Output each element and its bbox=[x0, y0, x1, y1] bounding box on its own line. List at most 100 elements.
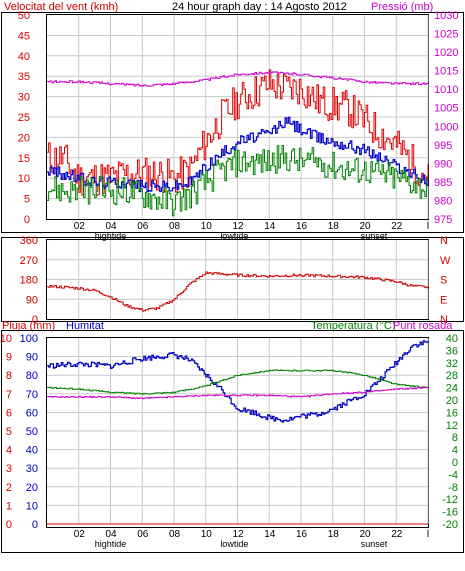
average-series bbox=[47, 116, 429, 193]
compass-label: N bbox=[440, 314, 448, 326]
hour-tick-label: 08 bbox=[169, 221, 181, 232]
temperature-tick-label: 0 bbox=[452, 457, 458, 469]
hour-tick-label: 22 bbox=[391, 221, 403, 232]
direction-tick-label: 0 bbox=[32, 314, 38, 326]
dewpoint-axis-title: Punt rosada bbox=[393, 320, 453, 332]
pressure-tick-label: 980 bbox=[434, 195, 452, 207]
hour-tick-label: 14 bbox=[264, 529, 276, 540]
hour-tick-label: 08 bbox=[169, 529, 181, 540]
temperature-tick-label: 4 bbox=[452, 445, 458, 457]
direction-tick-label: 360 bbox=[20, 235, 38, 247]
humidity-tick-label: 0 bbox=[32, 519, 38, 531]
rain-tick-label: 1 bbox=[6, 500, 12, 512]
panel-1-frame bbox=[1, 12, 464, 233]
gust-series bbox=[47, 69, 429, 196]
rain-tick-label: 0 bbox=[6, 519, 12, 531]
wind-speed-tick-label: 40 bbox=[18, 51, 30, 63]
wind-speed-tick-label: 5 bbox=[24, 194, 30, 206]
humidity-tick-label: 40 bbox=[26, 445, 38, 457]
tide-sun-label: sunset bbox=[361, 231, 388, 241]
panel-3-frame bbox=[1, 330, 464, 553]
hour-tick-label: 22 bbox=[391, 529, 403, 540]
tide-sun-label: hightide bbox=[95, 539, 127, 549]
wind-axis-title: Velocitat del vent (kmh) bbox=[4, 1, 118, 13]
temperature-tick-label: -16 bbox=[442, 507, 458, 519]
direction-tick-label: 270 bbox=[20, 255, 38, 267]
temperature-tick-label: -12 bbox=[442, 494, 458, 506]
temperature-tick-label: 20 bbox=[446, 395, 458, 407]
hour-tick-label: 04 bbox=[106, 529, 118, 540]
rain-tick-label: 7 bbox=[6, 389, 12, 401]
humidity-tick-label: 60 bbox=[26, 407, 38, 419]
pressure-tick-label: 1020 bbox=[434, 47, 458, 59]
pressure-tick-label: 1000 bbox=[434, 121, 458, 133]
wind-speed-tick-label: 20 bbox=[18, 132, 30, 144]
direction-series bbox=[47, 271, 429, 312]
compass-label: N bbox=[440, 235, 448, 247]
tide-sun-label: hightide bbox=[95, 231, 127, 241]
compass-label: W bbox=[440, 255, 451, 267]
panel-2-frame bbox=[1, 237, 464, 322]
wind-speed-tick-label: 30 bbox=[18, 92, 30, 104]
temperature-tick-label: 32 bbox=[446, 358, 458, 370]
hour-tick-label: 14 bbox=[264, 221, 276, 232]
temperature-tick-label: -4 bbox=[448, 469, 458, 481]
hour-tick-label: 10 bbox=[201, 529, 213, 540]
pressure-tick-label: 1030 bbox=[434, 10, 458, 22]
pressure-series bbox=[47, 71, 429, 87]
hour-tick-label: 20 bbox=[360, 221, 372, 232]
temperature-series bbox=[47, 369, 429, 395]
rain-tick-label: 3 bbox=[6, 463, 12, 475]
pressure-tick-label: 1015 bbox=[434, 66, 458, 78]
temperature-tick-label: 8 bbox=[452, 432, 458, 444]
temperature-tick-label: 16 bbox=[446, 407, 458, 419]
pressure-tick-label: 1025 bbox=[434, 29, 458, 41]
hour-tick-label: 12 bbox=[233, 529, 245, 540]
rain-axis-title: Pluja (mm) bbox=[2, 320, 55, 332]
temperature-tick-label: -20 bbox=[442, 519, 458, 531]
hour-tick-label: 02 bbox=[74, 529, 86, 540]
rain-tick-label: 2 bbox=[6, 482, 12, 494]
direction-tick-label: 90 bbox=[26, 294, 38, 306]
direction-tick-label: 180 bbox=[20, 275, 38, 287]
humidity-tick-label: 70 bbox=[26, 389, 38, 401]
rain-tick-label: 10 bbox=[0, 333, 12, 345]
wind-speed-tick-label: 10 bbox=[18, 173, 30, 185]
hour-tick-label: 10 bbox=[201, 221, 213, 232]
wind-speed-tick-label: 0 bbox=[24, 214, 30, 226]
humidity-tick-label: 50 bbox=[26, 426, 38, 438]
tide-sun-label: lowtide bbox=[220, 539, 248, 549]
rain-tick-label: 5 bbox=[6, 426, 12, 438]
humidity-axis-title: Humitat bbox=[66, 320, 104, 332]
pressure-tick-label: 1005 bbox=[434, 103, 458, 115]
rain-tick-label: 6 bbox=[6, 407, 12, 419]
chart-title: 24 hour graph day : 14 Agosto 2012 bbox=[172, 1, 347, 13]
hour-tick-label: 12 bbox=[233, 221, 245, 232]
tide-sun-label: lowtide bbox=[220, 231, 248, 241]
wind-speed-tick-label: 50 bbox=[18, 10, 30, 22]
rain-tick-label: 8 bbox=[6, 370, 12, 382]
wind-speed-tick-label: 25 bbox=[18, 112, 30, 124]
compass-label: S bbox=[440, 275, 447, 287]
hour-tick-label: 18 bbox=[328, 529, 340, 540]
hour-tick-label: l bbox=[427, 529, 429, 540]
pressure-tick-label: 975 bbox=[434, 214, 452, 226]
pressure-tick-label: 990 bbox=[434, 158, 452, 170]
temperature-tick-label: 28 bbox=[446, 370, 458, 382]
humidity-series bbox=[47, 340, 429, 423]
pressure-tick-label: 1010 bbox=[434, 84, 458, 96]
pressure-axis-title: Pressió (mb) bbox=[371, 1, 433, 13]
temperature-tick-label: 12 bbox=[446, 420, 458, 432]
temperature-tick-label: -8 bbox=[448, 482, 458, 494]
humidity-tick-label: 100 bbox=[20, 333, 38, 345]
hour-tick-label: l bbox=[427, 221, 429, 232]
pressure-tick-label: 985 bbox=[434, 177, 452, 189]
humidity-tick-label: 80 bbox=[26, 370, 38, 382]
compass-label: E bbox=[440, 294, 447, 306]
hour-tick-label: 16 bbox=[296, 529, 308, 540]
temperature-axis-title: Temperatura (°C) bbox=[311, 320, 395, 332]
humidity-tick-label: 30 bbox=[26, 463, 38, 475]
hour-tick-label: 02 bbox=[74, 221, 86, 232]
